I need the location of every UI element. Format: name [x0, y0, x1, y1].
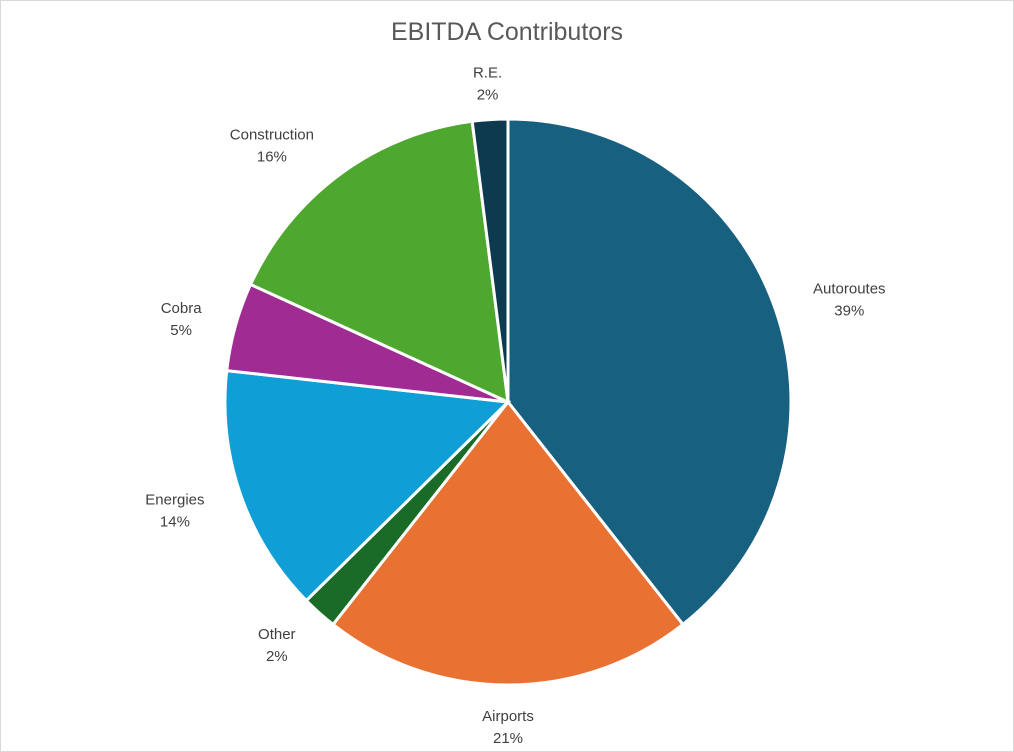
pie-slice-airports — [330, 399, 686, 687]
data-label-airports: Airports 21% — [482, 708, 534, 747]
data-label-autoroutes: Autoroutes 39% — [813, 281, 886, 320]
data-label-construction: Construction 16% — [230, 127, 314, 166]
pie-slice-r-e — [470, 117, 510, 403]
pie-slice-energies — [223, 368, 512, 603]
data-label-energies: Energies 14% — [145, 491, 204, 530]
pie-slice-autoroutes — [506, 117, 793, 627]
data-label-other: Other 2% — [258, 626, 296, 665]
pie-slice-construction — [248, 119, 510, 405]
data-label-cobra: Cobra 5% — [161, 300, 203, 339]
chart-title: EBITDA Contributors — [390, 18, 624, 46]
data-label-r-e: R.E. 2% — [473, 65, 502, 104]
